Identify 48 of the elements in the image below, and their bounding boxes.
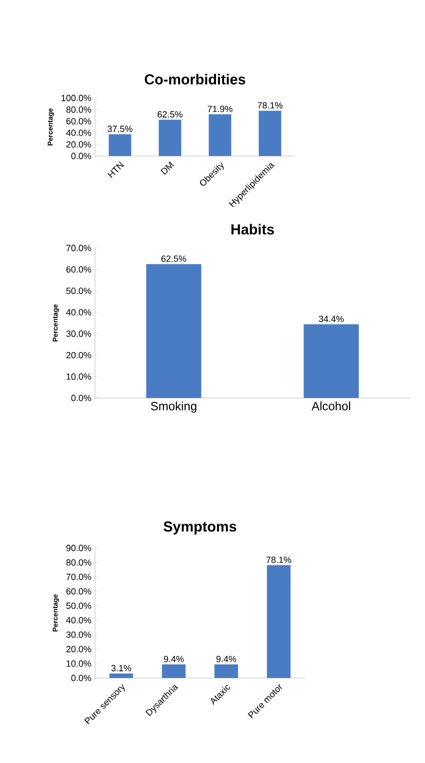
data-label: 62.5% — [161, 255, 186, 262]
y-tick-label: 90.0% — [66, 544, 92, 552]
x-tick-label: DM — [160, 162, 174, 175]
y-tick-label: 20.0% — [66, 141, 92, 148]
data-label: 78.1% — [258, 102, 282, 109]
y-tick-label: 60.0% — [66, 266, 92, 273]
y-tick-label: 20.0% — [66, 646, 92, 652]
y-tick-label: 60.0% — [66, 588, 92, 595]
y-tick-label: 30.0% — [66, 330, 92, 337]
bar — [162, 664, 186, 678]
y-tick-label: 0.0% — [71, 674, 92, 682]
y-tick-label: 50.0% — [66, 288, 92, 294]
bar — [158, 120, 182, 156]
y-tick-label: 30.0% — [66, 631, 92, 638]
data-label: 78.1% — [266, 556, 292, 563]
y-tick-label: 40.0% — [66, 617, 92, 624]
y-tick-label: 80.0% — [66, 559, 92, 566]
y-tick-label: 70.0% — [66, 244, 92, 252]
y-tick-label: 10.0% — [66, 660, 92, 667]
chart-title: Symptoms — [164, 521, 236, 534]
chart-title: Co-morbidities — [144, 74, 246, 84]
y-tick-label: 0.0% — [71, 394, 92, 402]
y-tick-label: 40.0% — [66, 130, 92, 136]
bar — [208, 114, 232, 156]
bar — [258, 110, 282, 156]
y-tick-label: 60.0% — [66, 118, 92, 124]
y-tick-label: 20.0% — [66, 352, 92, 358]
data-label: 37.5% — [108, 126, 132, 132]
bar — [266, 565, 291, 678]
data-label: 9.4% — [216, 656, 236, 662]
y-tick-label: 40.0% — [66, 309, 92, 316]
data-label: 3.1% — [111, 664, 132, 672]
y-tick-label: 100.0% — [62, 94, 92, 102]
data-label: 71.9% — [208, 106, 232, 112]
y-tick-label: 0.0% — [71, 152, 92, 160]
bar — [109, 674, 134, 678]
data-label: 62.5% — [158, 111, 182, 118]
bar — [214, 664, 238, 678]
y-tick-label: 70.0% — [66, 574, 92, 580]
data-label: 9.4% — [164, 656, 184, 662]
chart-title: Habits — [231, 224, 274, 234]
x-tick-label: Alcohol — [312, 402, 350, 410]
y-tick-label: 50.0% — [66, 602, 92, 609]
y-tick-label: 10.0% — [66, 373, 92, 380]
bar — [108, 134, 132, 156]
x-tick-label: Smoking — [150, 402, 196, 413]
data-label: 34.4% — [318, 316, 344, 322]
y-tick-label: 80.0% — [66, 106, 92, 113]
